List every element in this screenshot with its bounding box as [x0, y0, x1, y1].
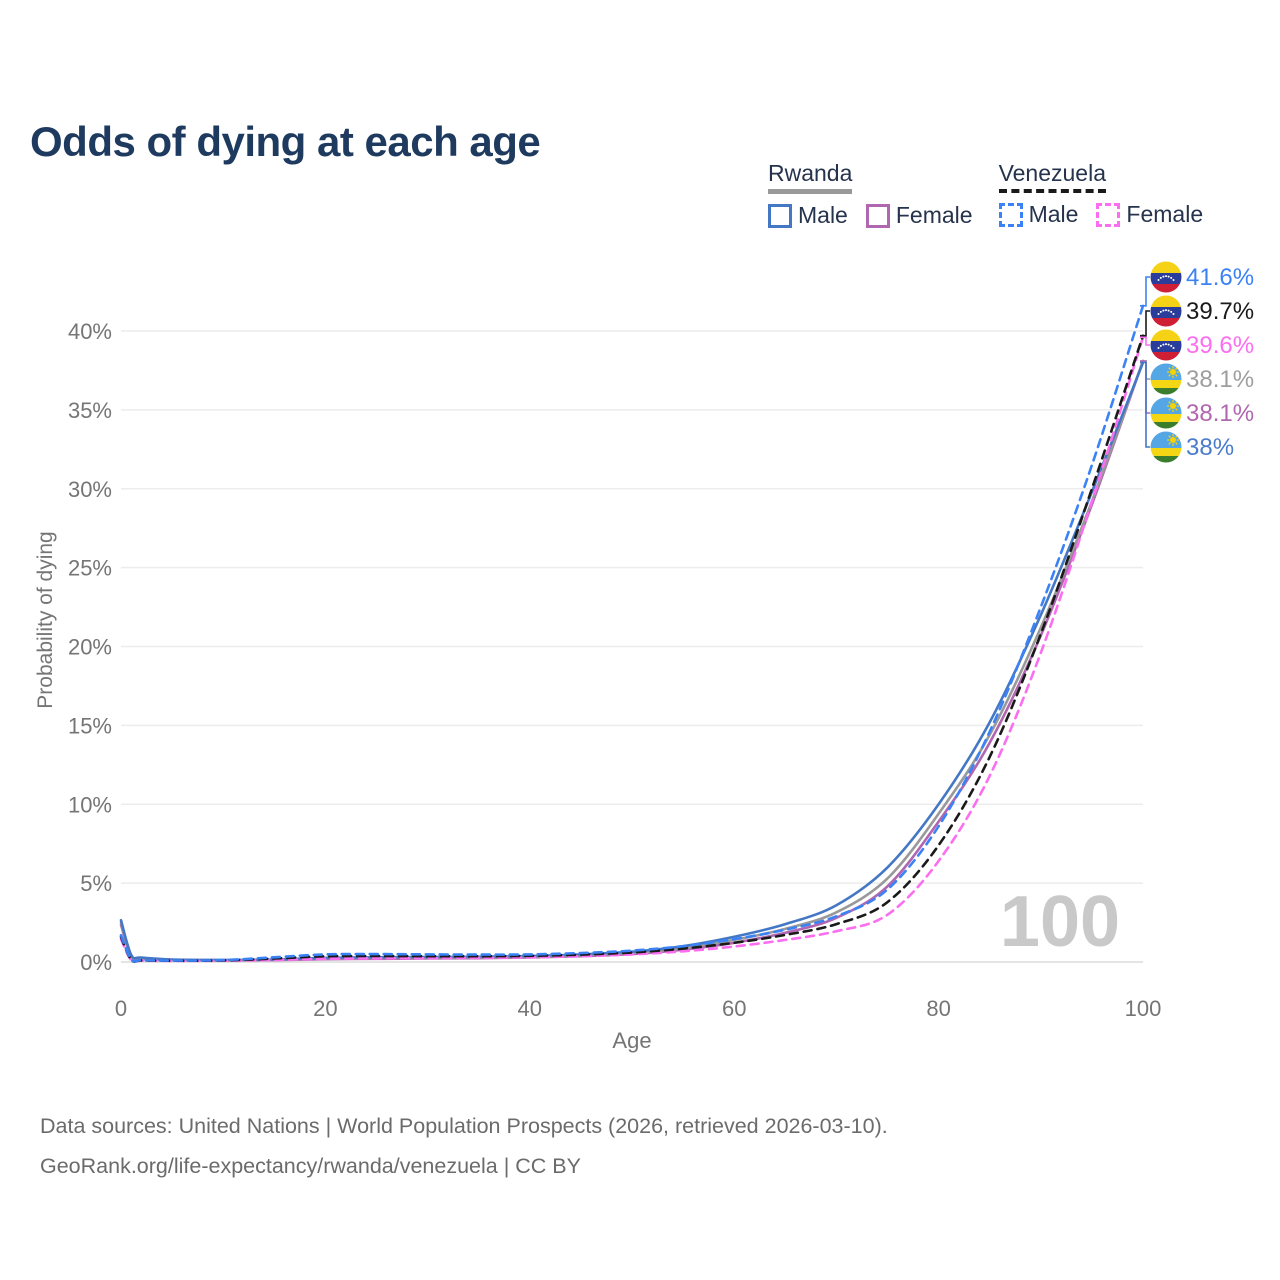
rwanda-flag-icon — [1150, 363, 1182, 395]
x-tick-label: 20 — [313, 996, 337, 1021]
x-tick-label: 0 — [115, 996, 127, 1021]
legend-title-venezuela: Venezuela — [998, 160, 1106, 193]
attribution-line: GeoRank.org/life-expectancy/rwanda/venez… — [40, 1154, 581, 1178]
rwanda-male-swatch-icon — [768, 203, 792, 228]
x-tick-label: 40 — [518, 996, 542, 1021]
end-value-label-rw_both: 38.1% — [1186, 366, 1254, 393]
series-line-rw_male[interactable] — [119, 361, 1145, 962]
y-tick-label: 10% — [68, 792, 112, 817]
venezuela-male-swatch-icon — [998, 202, 1023, 227]
legend-label: Male — [798, 202, 848, 228]
page-title: Odds of dying at each age — [30, 118, 541, 166]
end-value-label-ve_female: 39.6% — [1186, 332, 1254, 359]
legend-items-rwanda: Male Female — [768, 202, 973, 229]
x-tick-label: 80 — [926, 996, 950, 1021]
y-tick-label: 15% — [68, 713, 112, 738]
y-tick-label: 20% — [68, 635, 112, 660]
end-label-connector-rw_male — [1140, 361, 1150, 448]
end-value-label-rw_male: 38% — [1186, 434, 1234, 461]
end-label-connector-ve_both — [1140, 310, 1150, 337]
x-tick-label: 100 — [1125, 996, 1162, 1021]
end-value-label-rw_female: 38.1% — [1186, 400, 1254, 427]
end-value-label-ve_male: 41.6% — [1186, 264, 1254, 291]
end-label-connector-ve_male — [1140, 276, 1150, 307]
series-line-ve_female[interactable] — [119, 336, 1145, 964]
y-tick-label: 5% — [80, 871, 112, 896]
venezuela-female-swatch-icon — [1096, 202, 1121, 227]
legend-title-rwanda: Rwanda — [768, 160, 853, 194]
x-axis-title: Age — [612, 1028, 652, 1053]
y-tick-label: 30% — [68, 477, 112, 502]
end-label-connector-ve_female — [1140, 336, 1150, 346]
venezuela-flag-icon — [1150, 295, 1182, 327]
chart-legend: Rwanda Male Female Venezuela Male — [768, 160, 1203, 229]
rwanda-flag-icon — [1150, 397, 1182, 429]
rwanda-flag-icon — [1150, 431, 1182, 463]
legend-item-venezuela-male[interactable]: Male — [998, 201, 1079, 228]
x-tick-label: 60 — [722, 996, 746, 1021]
series-line-ve_male[interactable] — [119, 304, 1145, 963]
legend-items-venezuela: Male Female — [998, 201, 1203, 228]
series-line-ve_both[interactable] — [119, 334, 1145, 963]
legend-item-rwanda-male[interactable]: Male — [768, 202, 848, 229]
rwanda-female-swatch-icon — [865, 203, 890, 228]
y-axis-title: Probability of dying — [34, 531, 57, 709]
footer: Data sources: United Nations | World Pop… — [40, 1106, 888, 1186]
legend-label: Male — [1028, 201, 1079, 227]
y-tick-label: 25% — [68, 556, 112, 581]
series-line-rw_both[interactable] — [119, 359, 1145, 962]
legend-label: Female — [895, 202, 973, 228]
end-value-label-ve_both: 39.7% — [1186, 298, 1254, 325]
age-watermark: 100 — [1000, 882, 1120, 962]
legend-item-venezuela-female[interactable]: Female — [1096, 201, 1203, 228]
legend-group-rwanda: Rwanda Male Female — [768, 160, 973, 229]
y-tick-label: 40% — [68, 319, 112, 344]
y-tick-label: 0% — [80, 950, 112, 975]
series-line-rw_female[interactable] — [119, 359, 1145, 962]
venezuela-flag-icon — [1150, 261, 1182, 293]
y-tick-label: 35% — [68, 398, 112, 423]
data-sources-line: Data sources: United Nations | World Pop… — [40, 1114, 888, 1138]
legend-item-rwanda-female[interactable]: Female — [865, 202, 973, 229]
legend-group-venezuela: Venezuela Male Female — [998, 160, 1203, 229]
venezuela-flag-icon — [1150, 329, 1182, 361]
legend-label: Female — [1126, 201, 1204, 227]
